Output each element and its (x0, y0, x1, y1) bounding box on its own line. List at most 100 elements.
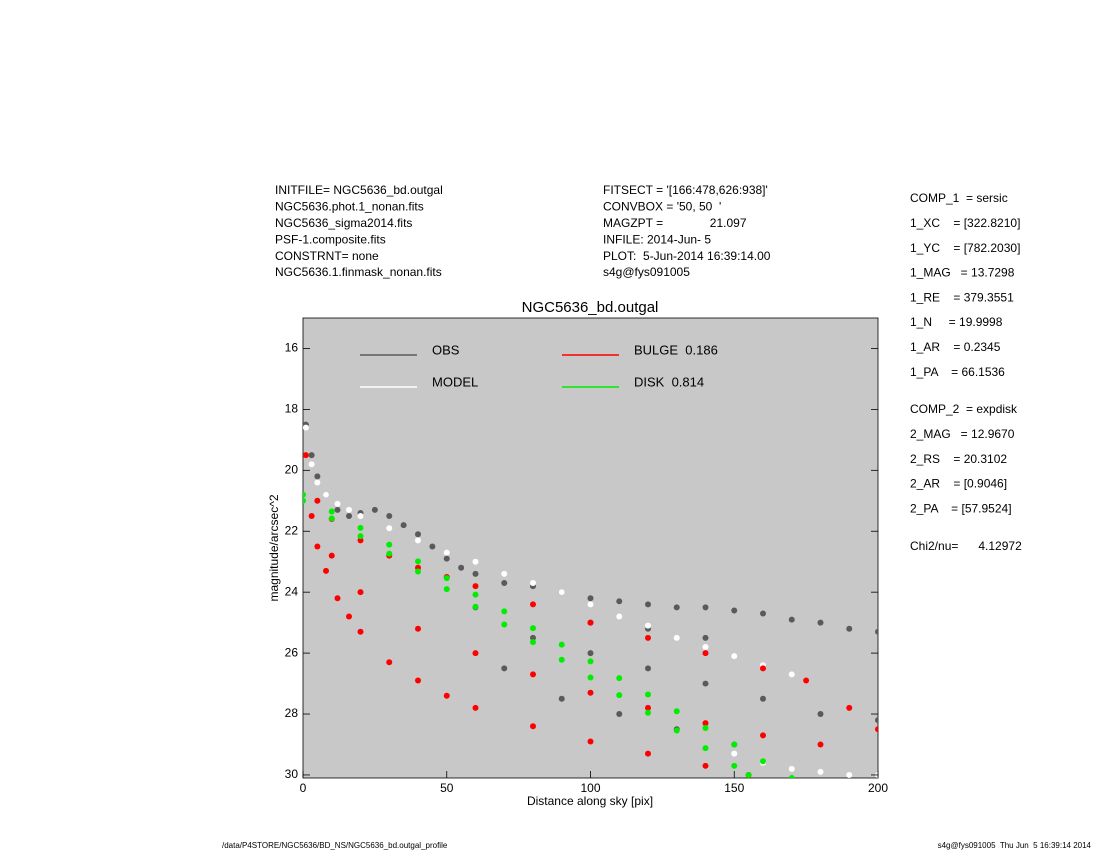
point (702, 745, 709, 752)
point (616, 692, 623, 699)
point (314, 473, 321, 480)
footer-left: /data/P4STORE/NGC5636/BD_NS/NGC5636_bd.o… (222, 841, 448, 850)
point (415, 531, 421, 538)
point (346, 506, 352, 513)
param-line: 1_XC = [322.8210] (910, 216, 1020, 230)
point (415, 568, 421, 575)
param-line: 1_AR = 0.2345 (910, 340, 1001, 354)
point (501, 580, 508, 587)
param-line: COMP_1 = sersic (910, 191, 1008, 205)
point (645, 601, 651, 608)
point (645, 709, 651, 716)
point (357, 513, 364, 520)
header-left-line: CONSTRNT= none (275, 249, 379, 263)
point (458, 564, 465, 571)
point (558, 589, 565, 596)
point (346, 613, 352, 620)
param-line: 2_PA = [57.9524] (910, 501, 1012, 515)
y-tick-label: 22 (285, 523, 299, 537)
point (334, 500, 341, 507)
point (731, 762, 738, 769)
point (645, 622, 651, 629)
point (357, 524, 364, 531)
point (530, 671, 536, 678)
y-tick-label: 20 (285, 462, 299, 476)
param-line: 1_MAG = 13.7298 (910, 266, 1015, 280)
point (328, 508, 335, 515)
point (530, 580, 536, 587)
point (645, 665, 651, 672)
point (673, 634, 680, 641)
point (558, 695, 565, 702)
point (817, 619, 824, 626)
header-middle-line: PLOT: 5-Jun-2014 16:39:14.00 (603, 249, 771, 263)
point (673, 604, 680, 611)
param-line: 1_PA = 66.1536 (910, 365, 1005, 379)
point (501, 621, 508, 628)
legend-label: DISK 0.814 (634, 374, 704, 389)
point (472, 558, 479, 565)
y-tick-label: 24 (285, 584, 299, 598)
x-tick-label: 100 (580, 781, 600, 795)
point (472, 650, 479, 657)
point (472, 591, 479, 598)
plot-area (302, 317, 879, 779)
point (587, 689, 594, 696)
point (386, 659, 393, 666)
point (731, 741, 738, 748)
param-line: 1_YC = [782.2030] (910, 241, 1020, 255)
point (702, 650, 709, 657)
point (328, 515, 335, 522)
point (587, 595, 594, 602)
header-left-line: NGC5636.phot.1_nonan.fits (275, 200, 424, 214)
point (357, 628, 364, 635)
point (357, 533, 364, 540)
point (415, 677, 421, 684)
point (616, 675, 623, 682)
param-line: Chi2/nu= 4.12972 (910, 539, 1022, 553)
y-tick-label: 28 (285, 706, 299, 720)
x-tick-label: 200 (868, 781, 888, 795)
point (702, 720, 709, 727)
point (745, 771, 752, 778)
point (702, 634, 709, 641)
header-left-line: PSF-1.composite.fits (275, 232, 386, 246)
y-tick-label: 26 (285, 645, 299, 659)
point (415, 625, 421, 632)
point (303, 452, 309, 459)
point (386, 525, 393, 532)
point (875, 726, 878, 733)
point (587, 674, 594, 681)
point (303, 497, 306, 504)
param-line: 1_RE = 379.3551 (910, 290, 1014, 304)
header-left-line: NGC5636.1.finmask_nonan.fits (275, 265, 442, 279)
point (443, 549, 450, 556)
header-middle-line: MAGZPT = 21.097 (603, 216, 747, 230)
point (314, 479, 321, 486)
point (587, 601, 594, 608)
point (530, 723, 536, 730)
point (788, 671, 795, 678)
point (760, 695, 766, 702)
point (303, 491, 306, 498)
header-middle-line: FITSECT = '[166:478,626:938]' (603, 183, 768, 197)
point (846, 771, 853, 778)
point (673, 727, 680, 734)
param-line: 1_N = 19.9998 (910, 315, 1003, 329)
y-tick-label: 18 (285, 402, 299, 416)
point (415, 537, 421, 544)
point (702, 680, 709, 687)
header-middle-line: CONVBOX = '50, 50 ' (603, 200, 721, 214)
point (616, 711, 623, 718)
point (702, 762, 709, 769)
point (875, 717, 878, 724)
point (587, 738, 594, 745)
header-left-line: NGC5636_sigma2014.fits (275, 216, 412, 230)
point (530, 634, 536, 641)
point (386, 550, 393, 557)
marks (303, 421, 878, 778)
point (443, 555, 450, 562)
point (616, 613, 623, 620)
header-middle-line: s4g@fys091005 (603, 265, 690, 279)
point (645, 691, 651, 698)
